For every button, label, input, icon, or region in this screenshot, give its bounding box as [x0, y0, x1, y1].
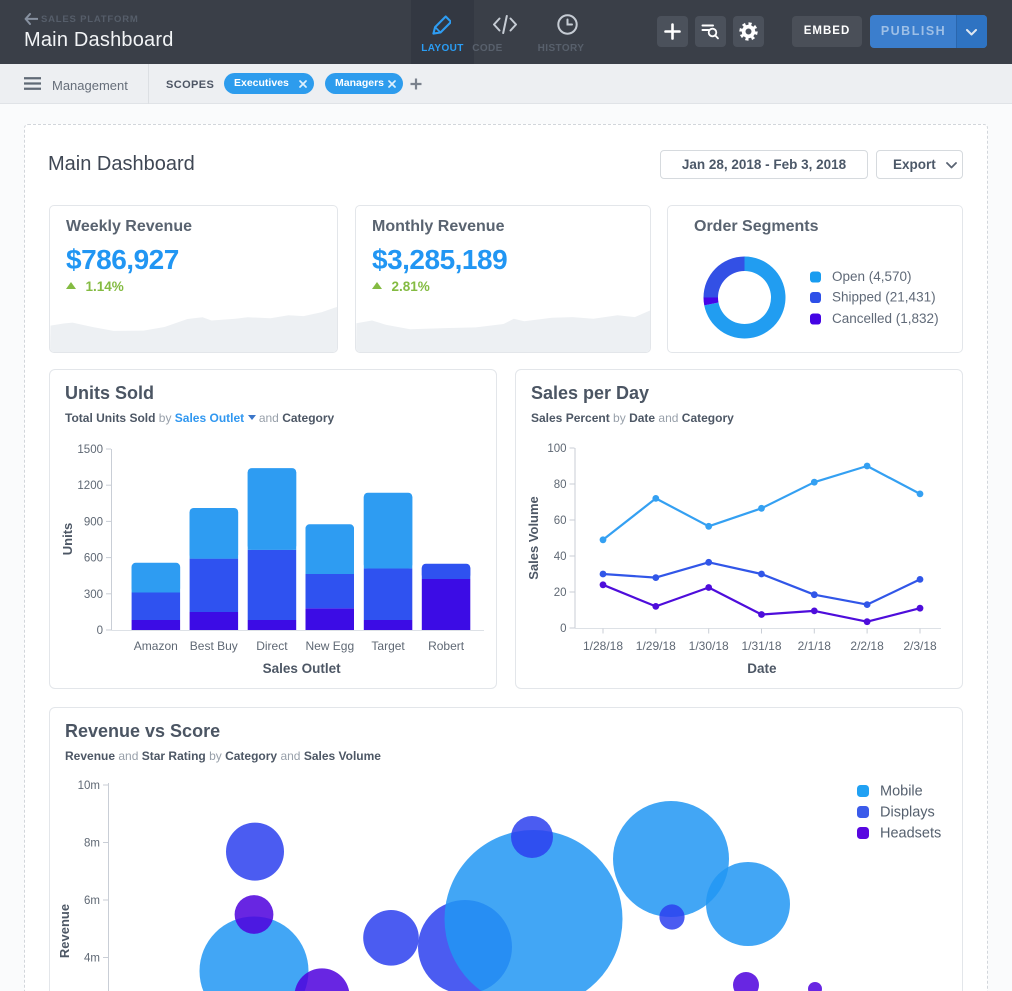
svg-text:1/28/18: 1/28/18 [583, 639, 623, 653]
svg-text:Sales Volume: Sales Volume [526, 496, 541, 580]
svg-text:Cancelled (1,832): Cancelled (1,832) [832, 311, 939, 326]
svg-text:2/2/18: 2/2/18 [850, 639, 884, 653]
svg-text:80: 80 [554, 479, 567, 491]
svg-text:Shipped (21,431): Shipped (21,431) [832, 290, 936, 305]
svg-text:0: 0 [560, 623, 566, 635]
svg-text:Amazon: Amazon [134, 639, 178, 653]
svg-text:600: 600 [84, 553, 103, 565]
svg-text:2/1/18: 2/1/18 [798, 639, 832, 653]
svg-text:Target: Target [371, 639, 405, 653]
svg-text:Displays: Displays [880, 805, 935, 821]
svg-text:20: 20 [554, 587, 567, 599]
svg-text:1/31/18: 1/31/18 [741, 639, 781, 653]
svg-text:1/29/18: 1/29/18 [636, 639, 676, 653]
svg-text:100: 100 [547, 443, 566, 455]
svg-text:8m: 8m [84, 838, 100, 850]
svg-text:1200: 1200 [77, 480, 103, 492]
svg-text:Units: Units [60, 523, 75, 556]
svg-text:Sales Outlet: Sales Outlet [263, 661, 342, 676]
svg-text:New Egg: New Egg [305, 639, 354, 653]
svg-text:Robert: Robert [428, 639, 465, 653]
svg-text:Date: Date [747, 661, 777, 676]
svg-text:Best Buy: Best Buy [190, 639, 238, 653]
svg-text:6m: 6m [84, 895, 100, 907]
svg-text:0: 0 [97, 625, 103, 637]
svg-text:40: 40 [554, 551, 567, 563]
svg-text:1500: 1500 [77, 444, 103, 456]
svg-text:4m: 4m [84, 953, 100, 965]
svg-text:Mobile: Mobile [880, 784, 923, 800]
svg-text:300: 300 [84, 589, 103, 601]
svg-text:Headsets: Headsets [880, 826, 941, 842]
svg-text:Revenue: Revenue [57, 904, 72, 958]
svg-text:2/3/18: 2/3/18 [903, 639, 937, 653]
svg-text:60: 60 [554, 515, 567, 527]
svg-text:1/30/18: 1/30/18 [689, 639, 729, 653]
svg-text:Open (4,570): Open (4,570) [832, 271, 912, 284]
svg-text:10m: 10m [78, 780, 100, 792]
svg-text:900: 900 [84, 516, 103, 528]
svg-text:Direct: Direct [256, 639, 288, 653]
